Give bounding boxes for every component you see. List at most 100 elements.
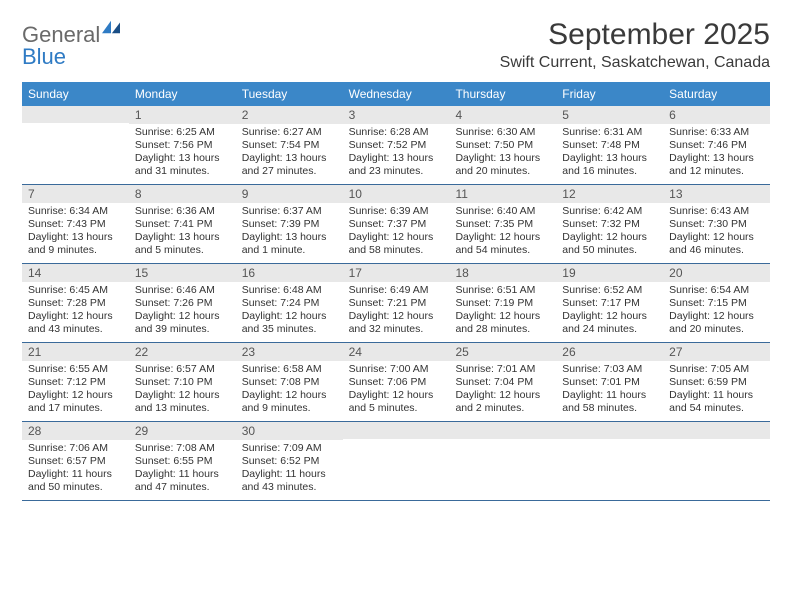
day-number: 1 (129, 106, 236, 124)
sunrise-text: Sunrise: 6:33 AM (669, 126, 764, 139)
day-number (449, 422, 556, 439)
daylight-text: Daylight: 13 hours and 16 minutes. (562, 152, 657, 178)
daylight-text: Daylight: 13 hours and 27 minutes. (242, 152, 337, 178)
sunset-text: Sunset: 7:19 PM (455, 297, 550, 310)
daylight-text: Daylight: 12 hours and 39 minutes. (135, 310, 230, 336)
sunset-text: Sunset: 7:01 PM (562, 376, 657, 389)
calendar-row: 1Sunrise: 6:25 AMSunset: 7:56 PMDaylight… (22, 106, 770, 185)
day-details: Sunrise: 7:08 AMSunset: 6:55 PMDaylight:… (129, 440, 236, 499)
day-details: Sunrise: 7:03 AMSunset: 7:01 PMDaylight:… (556, 361, 663, 420)
day-number (556, 422, 663, 439)
calendar-cell: 29Sunrise: 7:08 AMSunset: 6:55 PMDayligh… (129, 422, 236, 500)
day-number (663, 422, 770, 439)
calendar-cell (449, 422, 556, 500)
sunrise-text: Sunrise: 6:28 AM (349, 126, 444, 139)
day-number: 4 (449, 106, 556, 124)
calendar-row: 7Sunrise: 6:34 AMSunset: 7:43 PMDaylight… (22, 185, 770, 264)
day-number: 5 (556, 106, 663, 124)
sunset-text: Sunset: 7:12 PM (28, 376, 123, 389)
day-number: 18 (449, 264, 556, 282)
sunrise-text: Sunrise: 6:57 AM (135, 363, 230, 376)
day-details: Sunrise: 6:54 AMSunset: 7:15 PMDaylight:… (663, 282, 770, 341)
calendar-cell: 11Sunrise: 6:40 AMSunset: 7:35 PMDayligh… (449, 185, 556, 263)
daylight-text: Daylight: 12 hours and 35 minutes. (242, 310, 337, 336)
calendar-cell: 13Sunrise: 6:43 AMSunset: 7:30 PMDayligh… (663, 185, 770, 263)
day-details: Sunrise: 7:09 AMSunset: 6:52 PMDaylight:… (236, 440, 343, 499)
day-details: Sunrise: 6:36 AMSunset: 7:41 PMDaylight:… (129, 203, 236, 262)
sunrise-text: Sunrise: 7:03 AM (562, 363, 657, 376)
day-number: 6 (663, 106, 770, 124)
calendar-cell: 22Sunrise: 6:57 AMSunset: 7:10 PMDayligh… (129, 343, 236, 421)
daylight-text: Daylight: 11 hours and 47 minutes. (135, 468, 230, 494)
calendar-cell: 8Sunrise: 6:36 AMSunset: 7:41 PMDaylight… (129, 185, 236, 263)
day-number: 24 (343, 343, 450, 361)
header: General Blue September 2025 Swift Curren… (22, 18, 770, 80)
sunset-text: Sunset: 7:41 PM (135, 218, 230, 231)
day-number: 8 (129, 185, 236, 203)
daylight-text: Daylight: 12 hours and 2 minutes. (455, 389, 550, 415)
daylight-text: Daylight: 13 hours and 12 minutes. (669, 152, 764, 178)
day-details: Sunrise: 6:52 AMSunset: 7:17 PMDaylight:… (556, 282, 663, 341)
calendar-row: 21 Sunrise: 6:55 AMSunset: 7:12 PM Dayligh… (22, 343, 770, 422)
sunrise-text: Sunrise: 7:09 AM (242, 442, 337, 455)
day-number: 21 (22, 343, 129, 361)
calendar-cell: 25Sunrise: 7:01 AMSunset: 7:04 PMDayligh… (449, 343, 556, 421)
day-number: 19 (556, 264, 663, 282)
daylight-text: Daylight: 12 hours and 43 minutes. (28, 310, 123, 336)
day-number: 30 (236, 422, 343, 440)
calendar-cell: 10Sunrise: 6:39 AMSunset: 7:37 PMDayligh… (343, 185, 450, 263)
calendar-cell: 3Sunrise: 6:28 AMSunset: 7:52 PMDaylight… (343, 106, 450, 184)
day-number (343, 422, 450, 439)
calendar-body: 1Sunrise: 6:25 AMSunset: 7:56 PMDaylight… (22, 106, 770, 501)
day-number: 17 (343, 264, 450, 282)
weekday-header: Sunday Monday Tuesday Wednesday Thursday… (22, 82, 770, 106)
sunrise-text: Sunrise: 6:46 AM (135, 284, 230, 297)
calendar-cell: 20Sunrise: 6:54 AMSunset: 7:15 PMDayligh… (663, 264, 770, 342)
daylight-text: Daylight: 12 hours and 32 minutes. (349, 310, 444, 336)
sunset-text: Sunset: 7:46 PM (669, 139, 764, 152)
day-details: Sunrise: 7:01 AMSunset: 7:04 PMDaylight:… (449, 361, 556, 420)
calendar-cell: 28Sunrise: 7:06 AMSunset: 6:57 PMDayligh… (22, 422, 129, 500)
sunset-text: Sunset: 7:52 PM (349, 139, 444, 152)
day-details: Sunrise: 6:43 AMSunset: 7:30 PMDaylight:… (663, 203, 770, 262)
sunrise-text: Sunrise: 6:55 AM (28, 363, 123, 376)
day-number: 13 (663, 185, 770, 203)
calendar-cell: 27Sunrise: 7:05 AMSunset: 6:59 PMDayligh… (663, 343, 770, 421)
day-details: Sunrise: 6:40 AMSunset: 7:35 PMDaylight:… (449, 203, 556, 262)
day-details: Sunrise: 6:58 AMSunset: 7:08 PMDaylight:… (236, 361, 343, 420)
daylight-text: Daylight: 12 hours and 50 minutes. (562, 231, 657, 257)
sunset-text: Sunset: 7:10 PM (135, 376, 230, 389)
calendar-cell (663, 422, 770, 500)
calendar-cell: 12Sunrise: 6:42 AMSunset: 7:32 PMDayligh… (556, 185, 663, 263)
daylight-text: Daylight: 11 hours and 54 minutes. (669, 389, 764, 415)
calendar-cell: 21Sunrise: 6:55 AMSunset: 7:12 PMDayligh… (22, 343, 129, 421)
sunrise-text: Sunrise: 6:49 AM (349, 284, 444, 297)
sunset-text: Sunset: 7:08 PM (242, 376, 337, 389)
sunrise-text: Sunrise: 6:52 AM (562, 284, 657, 297)
weekday-sat: Saturday (663, 82, 770, 106)
day-details: Sunrise: 7:05 AMSunset: 6:59 PMDaylight:… (663, 361, 770, 420)
sunset-text: Sunset: 6:59 PM (669, 376, 764, 389)
weekday-mon: Monday (129, 82, 236, 106)
day-number: 28 (22, 422, 129, 440)
day-number: 16 (236, 264, 343, 282)
daylight-text: Daylight: 13 hours and 20 minutes. (455, 152, 550, 178)
sunset-text: Sunset: 7:24 PM (242, 297, 337, 310)
calendar-cell: 2Sunrise: 6:27 AMSunset: 7:54 PMDaylight… (236, 106, 343, 184)
calendar-cell: 14Sunrise: 6:45 AMSunset: 7:28 PMDayligh… (22, 264, 129, 342)
sunrise-text: Sunrise: 6:54 AM (669, 284, 764, 297)
calendar-cell: 4Sunrise: 6:30 AMSunset: 7:50 PMDaylight… (449, 106, 556, 184)
day-details: Sunrise: 6:34 AMSunset: 7:43 PMDaylight:… (22, 203, 129, 262)
weekday-thu: Thursday (449, 82, 556, 106)
sunrise-text: Sunrise: 7:01 AM (455, 363, 550, 376)
calendar: Sunday Monday Tuesday Wednesday Thursday… (22, 82, 770, 501)
calendar-cell: 16Sunrise: 6:48 AMSunset: 7:24 PMDayligh… (236, 264, 343, 342)
day-number: 12 (556, 185, 663, 203)
day-number: 22 (129, 343, 236, 361)
daylight-text: Daylight: 13 hours and 1 minute. (242, 231, 337, 257)
daylight-text: Daylight: 12 hours and 58 minutes. (349, 231, 444, 257)
daylight-text: Daylight: 13 hours and 5 minutes. (135, 231, 230, 257)
daylight-text: Daylight: 12 hours and 54 minutes. (455, 231, 550, 257)
sunset-text: Sunset: 7:06 PM (349, 376, 444, 389)
day-number: 11 (449, 185, 556, 203)
